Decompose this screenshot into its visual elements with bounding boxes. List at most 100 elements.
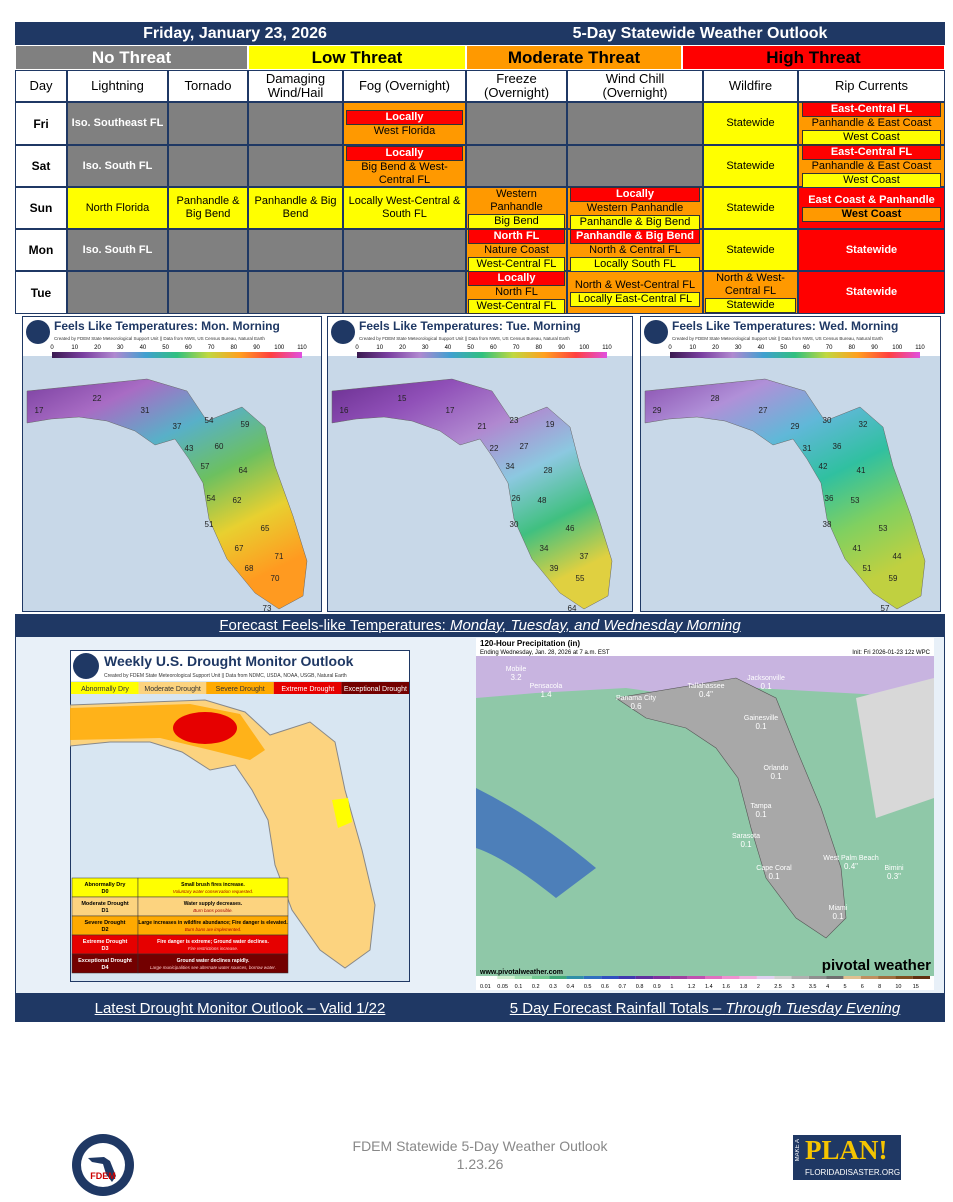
scale-label: 4: [826, 984, 829, 990]
cell-text: Panhandle & East Coast: [811, 159, 932, 172]
city-name: Panama City: [616, 695, 657, 702]
map-title: 120-Hour Precipitation (in): [480, 639, 580, 648]
threat-cell: Panhandle & Big Bend North & Central FL Lo…: [567, 228, 703, 272]
scale-swatch: [756, 976, 775, 979]
legend-label: Exceptional Drought: [344, 686, 407, 693]
temperature: 64: [568, 604, 577, 612]
cell-text: West-Central FL: [467, 299, 566, 314]
state-shape: [70, 699, 376, 969]
scale-label: 90: [253, 345, 260, 351]
temperature: 48: [538, 496, 547, 505]
scale-swatch: [687, 976, 705, 979]
scale-label: 0: [668, 345, 672, 351]
temperature: 53: [851, 496, 860, 505]
scale-label: 70: [208, 345, 215, 351]
scale-label: 30: [735, 345, 742, 351]
scale-swatch: [635, 976, 654, 979]
temperature: 64: [239, 466, 248, 475]
temperature: 57: [201, 462, 210, 471]
scale-label: 10: [689, 345, 696, 351]
temperature: 30: [510, 520, 519, 529]
city-amount: 0.1: [740, 840, 752, 849]
temperature: 29: [653, 406, 662, 415]
temperature: 53: [879, 524, 888, 533]
threat-cell: North Florida: [67, 187, 168, 229]
plan-prefix: MAKE A: [795, 1139, 801, 1162]
scale-swatch: [722, 976, 740, 979]
temperature: 62: [233, 496, 242, 505]
temperature: 34: [540, 544, 549, 553]
plan-site: FLORIDADISASTER.ORG: [805, 1168, 901, 1177]
scale-label: 1.4: [705, 984, 713, 990]
cell-text: Locally: [345, 145, 464, 161]
cell-text: Statewide: [845, 243, 898, 256]
temperature: 31: [141, 406, 150, 415]
scale-label: 0.6: [601, 984, 609, 990]
column-header: Rip Currents: [798, 70, 945, 102]
cell-text: Panhandle & Big Bend: [254, 195, 337, 220]
cell-text: North FL: [495, 286, 538, 298]
temperature: 16: [340, 406, 349, 415]
scale-label: 70: [826, 345, 833, 351]
city-amount: 0.1: [755, 810, 767, 819]
temperature: 71: [275, 552, 284, 561]
city-name: Miami: [829, 905, 848, 912]
cell-text: North FL: [467, 228, 566, 244]
legend-swatch: [206, 682, 274, 694]
cell-text: East-Central FL: [801, 144, 942, 160]
city-amount: 0.3": [887, 872, 901, 881]
scale-label: 100: [579, 345, 590, 351]
column-header: Day: [15, 70, 67, 102]
threat-cell: Statewide: [703, 229, 798, 271]
city-amount: 0.6: [630, 702, 642, 711]
temperature: 59: [889, 574, 898, 583]
panel-title: Feels Like Temperatures: Mon. Morning: [54, 319, 280, 333]
scale-label: 8: [878, 984, 881, 990]
scale-swatch: [860, 976, 879, 979]
drought-map: Weekly U.S. Drought Monitor Outlook Creat…: [70, 650, 410, 982]
threat-cell: Statewide: [703, 102, 798, 145]
threat-level: Moderate Threat: [466, 45, 682, 70]
fdem-seal: [644, 320, 668, 344]
threat-cell: East Coast & Panhandle West Coast: [798, 187, 945, 229]
scale-label: 40: [758, 345, 765, 351]
fdem-seal: [26, 320, 50, 344]
legend-category: Extreme Drought: [83, 939, 128, 945]
caption: Latest Drought Monitor Outlook – Valid 1…: [94, 999, 386, 1017]
scale-label: 80: [848, 345, 855, 351]
threat-cell: [67, 271, 168, 314]
scale-label: 1.6: [722, 984, 730, 990]
threat-cell: Iso. South FL: [67, 229, 168, 271]
day: Fri: [15, 102, 67, 145]
temperature: 22: [93, 394, 102, 403]
scale-label: 50: [780, 345, 787, 351]
city-name: Bimini: [884, 865, 904, 872]
threat-level: Low Threat: [248, 45, 466, 70]
day: Mon: [15, 229, 67, 271]
legend-label: Abnormally Dry: [81, 686, 129, 693]
threat-cell: [466, 145, 567, 187]
scale-swatch: [618, 976, 636, 979]
feels-like-map: Feels Like Temperatures: Mon. Morning Cre…: [22, 316, 322, 612]
legend-row: [137, 953, 289, 974]
scale-label: 110: [297, 345, 307, 351]
scale-swatch: [583, 976, 602, 979]
city-name: Tampa: [750, 803, 771, 810]
scale-label: 0.8: [636, 984, 644, 990]
scale-label: 0.2: [532, 984, 540, 990]
scale-label: 90: [871, 345, 878, 351]
scale-label: 10: [376, 345, 383, 351]
temperature: 60: [215, 442, 224, 451]
scale-swatch: [826, 976, 844, 979]
map-title: Weekly U.S. Drought Monitor Outlook: [104, 653, 354, 669]
legend-impact: Ground water declines rapidly.: [177, 958, 250, 964]
column-header: Lightning: [67, 70, 168, 102]
temperature: 57: [881, 604, 890, 612]
cell-text: West Florida: [373, 124, 436, 137]
scale-label: 0.1: [515, 984, 523, 990]
legend-category: Severe Drought: [85, 920, 126, 926]
threat-cell: East-Central FL Panhandle & East Coast Wes…: [798, 102, 945, 145]
logo-text: FDEM: [90, 1171, 116, 1181]
day: Tue: [15, 271, 67, 314]
